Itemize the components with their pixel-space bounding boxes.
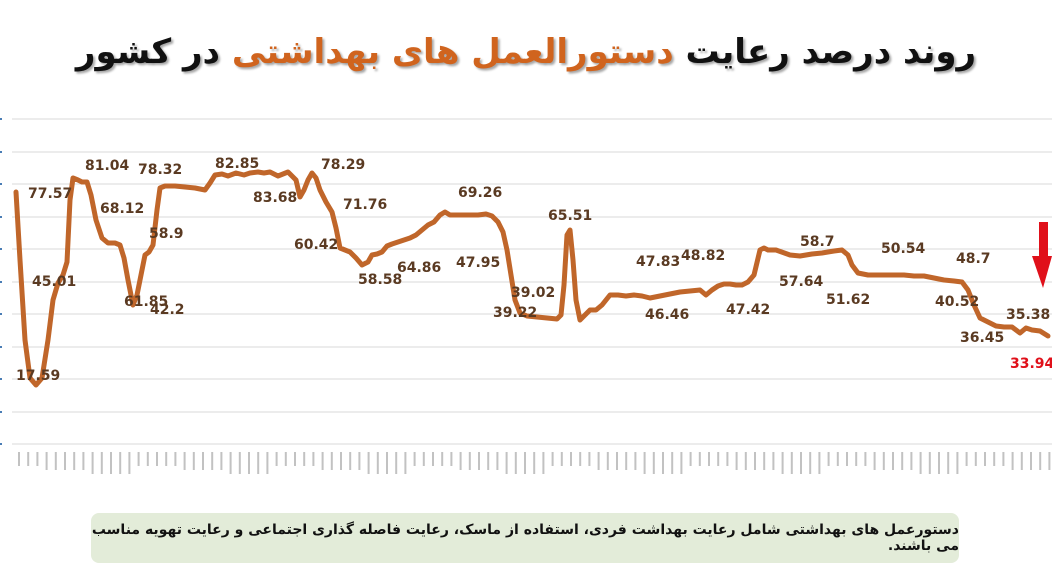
data-label: 35.38 bbox=[1006, 307, 1050, 323]
data-label: 50.54 bbox=[881, 241, 926, 257]
data-label: 77.57 bbox=[28, 186, 72, 202]
data-label: 71.76 bbox=[343, 197, 387, 213]
down-arrow-icon bbox=[1032, 222, 1052, 288]
data-label: 47.95 bbox=[456, 255, 500, 271]
data-label: 39.02 bbox=[511, 285, 555, 301]
gridlines bbox=[12, 118, 1052, 445]
data-label: 81.04 bbox=[85, 158, 130, 174]
y-axis-ticks bbox=[0, 118, 2, 445]
data-label: 83.68 bbox=[253, 190, 297, 206]
title-part2: در کشور bbox=[75, 32, 232, 72]
data-labels: 77.57 17.59 45.01 81.04 68.12 61.85 42.2… bbox=[16, 156, 1052, 384]
data-label: 78.32 bbox=[138, 162, 182, 178]
data-label: 57.64 bbox=[779, 274, 824, 290]
x-axis-labels bbox=[18, 452, 1051, 474]
data-label: 78.29 bbox=[321, 157, 365, 173]
data-label: 65.51 bbox=[548, 208, 592, 224]
data-label: 40.52 bbox=[935, 294, 979, 310]
data-label: 61.85 bbox=[124, 294, 168, 310]
data-label: 47.42 bbox=[726, 302, 770, 318]
data-label: 69.26 bbox=[458, 185, 502, 201]
data-label: 42.2 bbox=[150, 302, 185, 318]
data-label: 82.85 bbox=[215, 156, 259, 172]
data-label: 58.7 bbox=[800, 234, 835, 250]
chart-title: روند درصد رعایت دستورالعمل های بهداشتی د… bbox=[0, 32, 1052, 72]
data-label: 48.7 bbox=[956, 251, 991, 267]
data-label: 68.12 bbox=[100, 201, 144, 217]
data-label: 39.22 bbox=[493, 305, 537, 321]
data-label: 58.9 bbox=[149, 226, 184, 242]
data-label: 64.86 bbox=[397, 260, 441, 276]
data-label: 51.62 bbox=[826, 292, 870, 308]
data-label: 48.82 bbox=[681, 248, 725, 264]
data-label: 46.46 bbox=[645, 307, 689, 323]
title-part1: روند درصد رعایت bbox=[673, 32, 977, 72]
data-label: 60.42 bbox=[294, 237, 338, 253]
data-label: 45.01 bbox=[32, 274, 76, 290]
data-label: 47.83 bbox=[636, 254, 680, 270]
footnote-text: دستورعمل های بهداشتی شامل رعایت بهداشت ف… bbox=[91, 522, 959, 554]
data-label: 17.59 bbox=[16, 368, 60, 384]
data-label: 58.58 bbox=[358, 272, 402, 288]
title-highlight: دستورالعمل های بهداشتی bbox=[231, 32, 674, 72]
data-label-highlight: 33.94 bbox=[1010, 356, 1052, 372]
footnote-box: دستورعمل های بهداشتی شامل رعایت بهداشت ف… bbox=[91, 513, 959, 563]
trend-line bbox=[13, 169, 1051, 388]
data-label: 36.45 bbox=[960, 330, 1004, 346]
